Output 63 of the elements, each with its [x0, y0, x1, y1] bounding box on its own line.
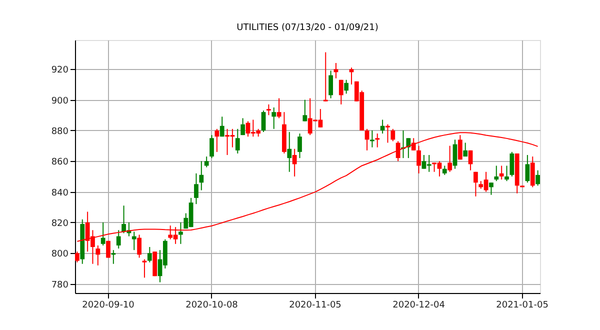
candlestick: [214, 128, 220, 152]
candlestick: [137, 234, 142, 258]
candlestick: [323, 52, 328, 102]
candlestick: [147, 246, 152, 263]
candlestick: [194, 172, 198, 205]
candlestick: [235, 128, 240, 154]
y-tick-label: 860: [51, 158, 69, 168]
candlestick: [390, 128, 396, 142]
candlestick: [210, 134, 214, 159]
candlestick: [510, 151, 514, 177]
candlestick: [530, 156, 535, 188]
candlestick: [411, 138, 416, 151]
candlestick: [204, 156, 209, 168]
x-tick-label: 2021-01-05: [496, 300, 548, 310]
candlestick: [463, 142, 468, 158]
candlestick: [504, 165, 509, 182]
x-tick-label: 2020-10-08: [186, 300, 238, 310]
candlestick: [396, 140, 400, 162]
candlestick: [375, 133, 380, 148]
y-tick-label: 840: [51, 188, 69, 198]
y-tick-label: 920: [51, 66, 69, 76]
candlestick: [499, 165, 504, 180]
candlestick: [458, 134, 462, 160]
candlestick: [100, 222, 106, 246]
candlestick: [178, 222, 183, 244]
y-tick-label: 820: [51, 218, 69, 229]
candlestick: [240, 118, 246, 136]
y-tick-label: 800: [51, 250, 69, 260]
candlestick: [494, 165, 499, 182]
x-tick-label: 2020-11-05: [289, 300, 342, 310]
candlestick: [266, 104, 271, 116]
candlestick: [302, 99, 308, 122]
candlestick: [338, 79, 344, 105]
candlestick: [111, 250, 116, 264]
candlestick: [442, 165, 447, 176]
candlestick: [287, 132, 292, 172]
candlestick: [116, 230, 121, 250]
x-tick-label: 2020-12-04: [392, 300, 446, 310]
y-tick-label: 780: [51, 280, 69, 290]
candlestick: [272, 106, 276, 130]
candlestick: [298, 133, 302, 159]
candlestick: [292, 148, 297, 177]
candlestick: [536, 170, 540, 186]
candlestick: [416, 145, 421, 174]
x-tick-label: 2020-09-10: [82, 300, 135, 310]
y-tick-label: 900: [51, 96, 69, 106]
chart-title: UTILITIES (07/13/20 - 01/09/21): [236, 23, 378, 33]
candlestick: [132, 231, 136, 251]
candlestick: [220, 116, 224, 138]
candlestick: [386, 124, 390, 144]
candlestick: [261, 110, 266, 132]
candlestick: [75, 251, 80, 263]
candlestick: [448, 145, 452, 172]
y-tick-label: 880: [51, 126, 69, 137]
candlestick: [489, 182, 494, 196]
candlestick: [370, 130, 374, 148]
candlestick: [473, 171, 478, 197]
candlestick: [199, 160, 204, 191]
candlestick: [406, 138, 411, 159]
candlestick: [525, 154, 530, 184]
candlestick: [344, 79, 349, 94]
candlestick: [328, 70, 333, 99]
candlestick: [96, 244, 100, 266]
